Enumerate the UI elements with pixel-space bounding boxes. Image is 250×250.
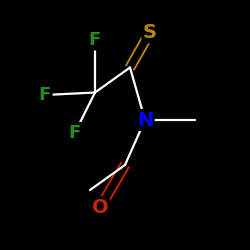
Text: F: F xyxy=(39,86,51,104)
Text: S: S xyxy=(143,23,157,42)
Text: N: N xyxy=(137,110,153,130)
Text: F: F xyxy=(89,31,101,49)
Text: O: O xyxy=(92,198,108,217)
Text: F: F xyxy=(69,124,81,142)
